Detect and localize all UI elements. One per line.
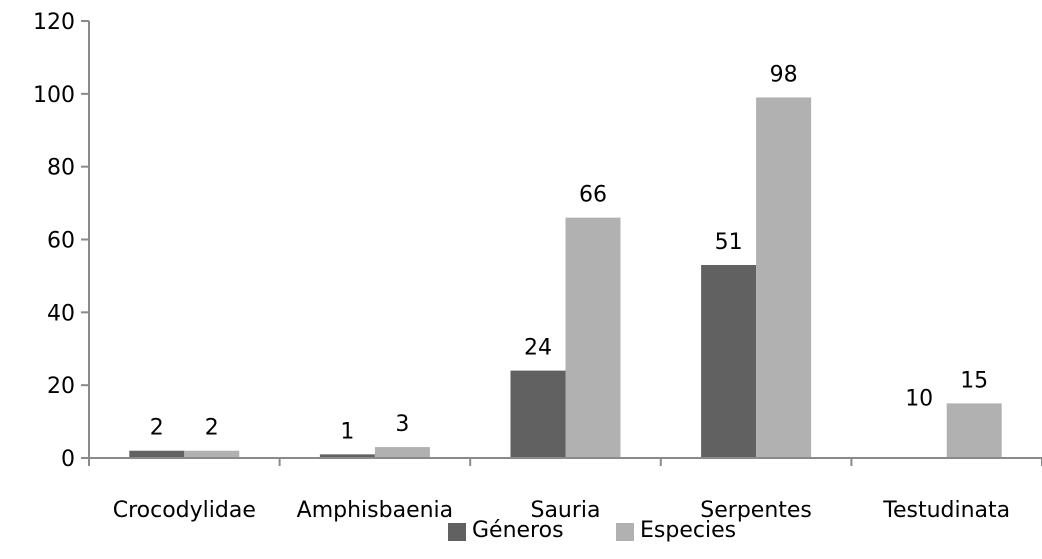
- bar-especies: [565, 217, 621, 458]
- data-label: 15: [960, 368, 988, 393]
- data-label: 3: [395, 412, 409, 437]
- bar-generos: [129, 450, 185, 458]
- data-label: 2: [150, 416, 164, 441]
- data-label: 66: [579, 183, 607, 208]
- x-category-label: Amphisbaenia: [297, 498, 453, 523]
- legend-label-especies: Especies: [640, 518, 736, 543]
- x-category-label: Serpentes: [700, 498, 812, 523]
- x-category-label: Crocodylidae: [113, 498, 256, 523]
- y-tick-label: 120: [33, 10, 75, 35]
- legend-swatch-generos: [448, 523, 466, 541]
- y-tick-label: 40: [47, 301, 75, 326]
- bar-especies: [946, 403, 1002, 458]
- data-label: 1: [340, 419, 354, 444]
- y-tick-label: 60: [47, 229, 75, 254]
- x-axis-labels: Crocodylidae Amphisbaenia Sauria Serpentes T…: [113, 498, 1010, 523]
- x-category-label: Sauria: [530, 498, 600, 523]
- data-label: 51: [715, 230, 743, 255]
- data-label: 98: [770, 62, 798, 87]
- y-tick-label: 80: [47, 156, 75, 181]
- y-tick-label: 100: [33, 83, 75, 108]
- data-label: 24: [524, 336, 552, 361]
- bar-generos: [510, 370, 566, 458]
- y-axis-ticks: 0 20 40 60 80 100 120: [33, 10, 89, 472]
- bar-especies: [756, 97, 812, 458]
- data-label: 10: [905, 387, 933, 412]
- y-tick-label: 20: [47, 374, 75, 399]
- bar-especies: [184, 450, 240, 458]
- axes: [88, 21, 1042, 466]
- legend-swatch-especies: [616, 523, 634, 541]
- bar-generos: [319, 454, 375, 458]
- y-tick-label: 0: [61, 447, 75, 472]
- bar-especies: [374, 447, 430, 458]
- x-category-label: Testudinata: [882, 498, 1010, 523]
- bars: [129, 97, 1002, 458]
- legend-label-generos: Géneros: [472, 518, 564, 543]
- bar-generos: [701, 264, 757, 458]
- legend: Géneros Especies: [448, 518, 736, 543]
- data-label: 2: [205, 416, 219, 441]
